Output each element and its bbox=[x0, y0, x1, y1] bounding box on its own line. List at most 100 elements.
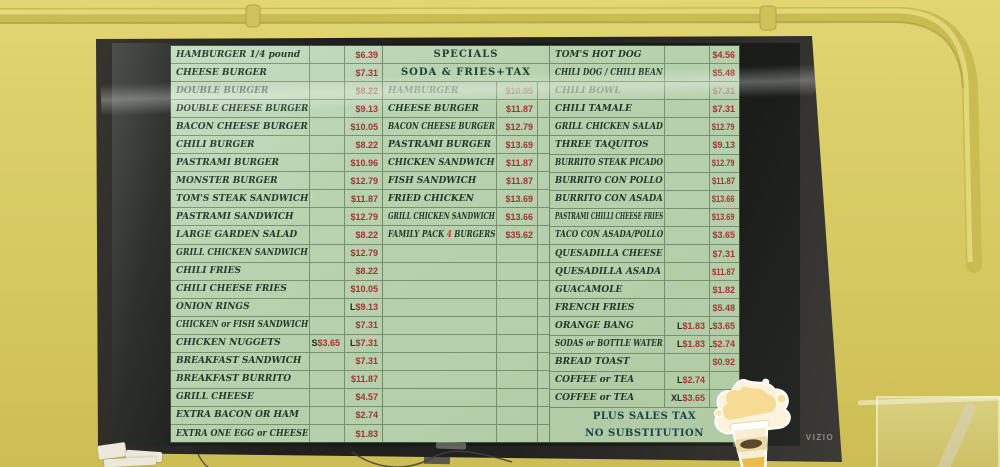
item-name: PASTRAMI SANDWICH bbox=[176, 211, 294, 222]
item-name: PASTRAMI CHILLI CHEESE FRIES bbox=[555, 212, 664, 223]
spacer-cell bbox=[537, 406, 549, 424]
item-name: EXTRA ONE EGG or CHEESE bbox=[176, 428, 309, 439]
menu-column-right: TOM'S HOT DOG $4.56 CHILI DOG / CHILI BEAN… bbox=[549, 46, 739, 442]
menu-row bbox=[383, 334, 549, 353]
spacer-cell bbox=[537, 370, 549, 388]
item-name: HAMBURGER 1/4 pound bbox=[176, 49, 301, 60]
menu-row: BREAKFAST BURRITO $11.87 bbox=[171, 370, 382, 389]
item-price: $4.56 bbox=[709, 46, 739, 64]
menu-row: BURRITO CON ASADA $13.66 bbox=[550, 190, 739, 209]
item-name: FRIED CHICKEN bbox=[388, 193, 474, 204]
item-name: GRILL CHICKEN SANDWICH bbox=[176, 248, 308, 259]
item-price: $11.87 bbox=[496, 154, 537, 172]
item-price bbox=[496, 316, 537, 334]
item-price: $13.69 bbox=[496, 136, 537, 154]
menu-row: BACON CHEESE BURGER $12.79 bbox=[383, 118, 549, 137]
item-price: $2.74 bbox=[344, 406, 382, 424]
pipe-clamp bbox=[759, 5, 777, 31]
item-name: LARGE GARDEN SALAD bbox=[176, 229, 298, 240]
menu-row: PASTRAMI BURGER $10.96 bbox=[171, 154, 382, 173]
item-price: L $9.13 bbox=[344, 298, 382, 316]
item-size-price: L $1.83 bbox=[664, 317, 709, 335]
specials-header: SPECIALS bbox=[433, 49, 499, 61]
item-price: $9.13 bbox=[709, 136, 739, 154]
plastic-container bbox=[876, 396, 1000, 467]
item-name: BREAD TOAST bbox=[555, 357, 630, 368]
menu-row: CHILI BURGER $8.22 bbox=[171, 136, 382, 155]
item-price bbox=[496, 298, 537, 316]
item-price: $11.87 bbox=[344, 370, 382, 388]
item-size-price bbox=[309, 136, 344, 154]
menu-row: GRILL CHICKEN SALAD $12.79 bbox=[550, 118, 739, 137]
item-name: BREAKFAST BURRITO bbox=[176, 374, 292, 385]
item-price: $8.22 bbox=[344, 136, 382, 154]
item-size-price bbox=[309, 388, 344, 406]
menu-row: DOUBLE BURGER $8.22 bbox=[171, 82, 382, 101]
item-name: CHILI TAMALE bbox=[555, 103, 632, 114]
item-name: BURRITO CON ASADA bbox=[555, 194, 663, 205]
item-name: GRILL CHEESE bbox=[176, 392, 254, 403]
item-name: CHICKEN NUGGETS bbox=[176, 338, 281, 349]
menu-row: CHEESE BURGER $11.87 bbox=[383, 100, 549, 119]
menu-row: PASTRAMI SANDWICH $12.79 bbox=[171, 208, 382, 227]
item-size-price bbox=[309, 172, 344, 190]
menu-footer-note: PLUS SALES TAX bbox=[592, 410, 697, 422]
menu-row: CHILI FRIES $8.22 bbox=[171, 262, 382, 281]
tv-brand-logo: VIZIO bbox=[805, 433, 835, 442]
menu-row: ONION RINGS L $9.13 bbox=[171, 298, 382, 317]
spacer-cell bbox=[537, 316, 549, 334]
item-size-price bbox=[309, 118, 344, 136]
menu-row: CHILI BOWL $7.31 bbox=[550, 82, 739, 101]
menu-column-specials: SPECIALS SODA & FRIES+TAX HAMBURGER $10.05 C… bbox=[382, 46, 549, 443]
menu-row: GRILL CHICKEN SANDWICH $13.66 bbox=[383, 208, 549, 227]
item-name: TACO CON ASADA/POLLO bbox=[555, 230, 664, 241]
item-price: $7.31 bbox=[709, 245, 739, 263]
menu-row bbox=[383, 406, 549, 425]
spacer-cell bbox=[537, 172, 549, 190]
menu-row: SPECIALS bbox=[383, 46, 549, 65]
item-price: $4.57 bbox=[344, 388, 382, 406]
item-name: CHICKEN SANDWICH bbox=[388, 157, 495, 168]
menu-row: TOM'S HOT DOG $4.56 bbox=[550, 46, 739, 65]
drink-cup-decal bbox=[713, 378, 791, 467]
item-name: ONION RINGS bbox=[176, 302, 250, 313]
spacer-cell bbox=[537, 334, 549, 352]
item-price: $7.31 bbox=[344, 316, 382, 334]
item-size-price bbox=[309, 280, 344, 298]
item-price bbox=[496, 352, 537, 370]
item-price bbox=[709, 389, 739, 407]
item-price bbox=[709, 371, 739, 389]
item-name: BURRITO CON POLLO bbox=[555, 176, 663, 187]
menu-row: THREE TAQUITOS $9.13 bbox=[550, 136, 739, 155]
item-price bbox=[496, 406, 537, 424]
spacer-cell bbox=[537, 118, 549, 136]
item-price: $11.87 bbox=[496, 100, 537, 118]
spacer-cell bbox=[537, 352, 549, 370]
item-name: CHILI BOWL bbox=[555, 85, 621, 96]
menu-column-left: HAMBURGER 1/4 pound $6.39 CHEESE BURGER $7.… bbox=[171, 46, 382, 443]
item-size-price bbox=[664, 136, 709, 154]
item-size-price bbox=[309, 262, 344, 280]
item-price: $5.48 bbox=[709, 299, 739, 317]
item-size-price bbox=[664, 154, 709, 172]
item-name: CHEESE BURGER bbox=[388, 103, 479, 114]
item-price: $7.31 bbox=[344, 64, 382, 82]
item-name: ORANGE BANG bbox=[555, 320, 634, 331]
item-price: $0.92 bbox=[709, 353, 739, 371]
menu-row: GRILL CHEESE $4.57 bbox=[171, 388, 382, 407]
item-price bbox=[496, 262, 537, 280]
menu-row: BURRITO CON POLLO $11.87 bbox=[550, 172, 739, 191]
menu-row: PASTRAMI BURGER $13.69 bbox=[383, 136, 549, 155]
menu-row: EXTRA BACON OR HAM $2.74 bbox=[171, 406, 382, 425]
menu-row: LARGE GARDEN SALAD $8.22 bbox=[171, 226, 382, 245]
menu-row: CHILI CHEESE FRIES $10.05 bbox=[171, 280, 382, 299]
item-size-price bbox=[664, 263, 709, 281]
spacer-cell bbox=[537, 100, 549, 118]
menu-row: FRIED CHICKEN $13.69 bbox=[383, 190, 549, 209]
specials-header: SODA & FRIES+TAX bbox=[400, 67, 532, 79]
item-name: GUACAMOLE bbox=[555, 284, 623, 295]
menu-board: HAMBURGER 1/4 pound $6.39 CHEESE BURGER $7.… bbox=[100, 45, 822, 443]
item-name: QUESADILLA ASADA bbox=[555, 266, 662, 277]
menu-row: MONSTER BURGER $12.79 bbox=[171, 172, 382, 191]
